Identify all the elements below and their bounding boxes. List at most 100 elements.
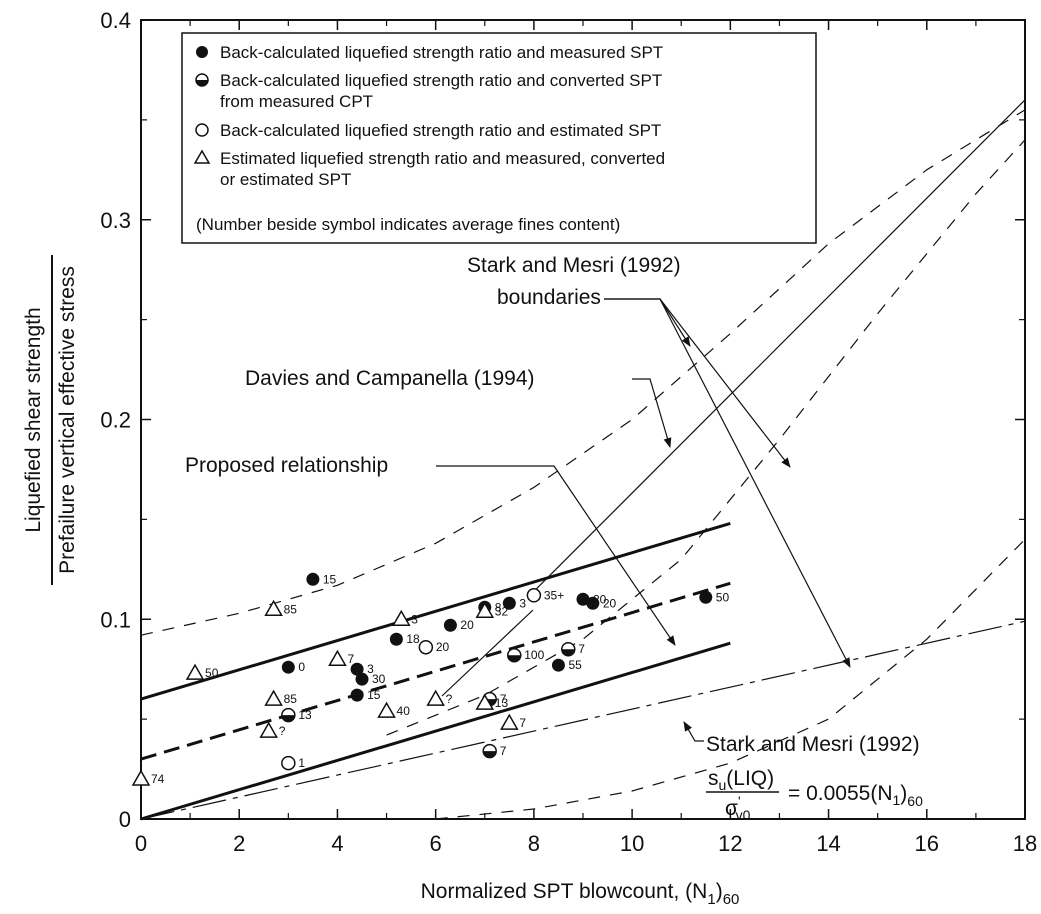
line-stark-middle-boundary (386, 139, 1026, 736)
x-tick-label: 16 (915, 831, 939, 856)
point-triangle (377, 701, 396, 718)
point-label: 3 (411, 612, 418, 626)
annotation-stark-mesri-line: Stark and Mesri (1992) (706, 733, 920, 756)
y-tick-label: 0 (119, 807, 131, 832)
point-label: ? (446, 692, 453, 706)
x-tick-label: 18 (1013, 831, 1037, 856)
point-triangle (264, 689, 283, 706)
line-stark-mesri-line (140, 620, 1026, 820)
y-axis-title-numerator: Liquefied shear strength (22, 307, 45, 532)
point-label: 7 (519, 716, 526, 730)
point-half-circle (482, 743, 497, 759)
x-tick-label: 8 (528, 831, 540, 856)
x-tick-label: 0 (135, 831, 147, 856)
point-filled-circle (350, 688, 364, 702)
legend-item-4-line-1: Estimated liquefied strength ratio and m… (220, 149, 665, 168)
x-tick-label: 2 (233, 831, 245, 856)
point-label: 20 (593, 592, 607, 606)
point-filled-circle (355, 672, 369, 686)
point-half-circle (561, 641, 576, 657)
point-label: 20 (436, 640, 450, 654)
point-label: 85 (284, 602, 298, 616)
x-tick-label: 4 (331, 831, 343, 856)
point-label: 7 (347, 652, 354, 666)
point-filled-circle (586, 596, 600, 610)
point-filled-circle (389, 632, 403, 646)
annotation-proposed-relationship: Proposed relationship (185, 454, 388, 477)
point-label: 20 (460, 618, 474, 632)
point-label: 13 (495, 696, 509, 710)
line-proposed-lower (140, 641, 731, 821)
arrow-stark-boundary-middle (604, 298, 791, 468)
point-label: 7 (500, 744, 507, 758)
point-half-circle (506, 647, 522, 663)
y-tick-label: 0.2 (100, 408, 131, 433)
chart-lines (140, 99, 1026, 821)
x-tick-label: 14 (816, 831, 840, 856)
y-tick-label: 0.1 (100, 607, 131, 632)
x-tick-label: 6 (430, 831, 442, 856)
y-axis-title-denominator: Prefailure vertical effective stress (56, 266, 79, 574)
point-triangle (475, 693, 495, 710)
point-label: 15 (367, 688, 381, 702)
y-tick-label: 0.3 (100, 208, 131, 233)
point-filled-circle (306, 572, 320, 586)
point-label: 1 (298, 756, 305, 770)
equation: su(LIQ) σ' v0 = 0.0055(N1)60 (706, 767, 923, 823)
legend: Back-calculated liquefied strength ratio… (181, 32, 817, 244)
point-label: 15 (323, 572, 337, 586)
legend-item-2-line-2: from measured CPT (220, 92, 373, 111)
point-label: ? (279, 724, 286, 738)
line-stark-lower-boundary (435, 538, 1026, 820)
line-stark-upper-boundary (140, 109, 1026, 636)
arrow-stark-boundary-upper (604, 298, 691, 347)
annotations: Stark and Mesri (1992) boundaries Davies… (185, 254, 923, 823)
equation-rhs: = 0.0055(N1)60 (788, 782, 923, 809)
point-half-circle (281, 707, 296, 723)
point-label: 3 (519, 596, 526, 610)
point-triangle (500, 713, 519, 730)
point-label: 0 (298, 660, 305, 674)
point-filled-circle (443, 618, 457, 632)
point-filled-circle (699, 590, 713, 604)
legend-box (181, 32, 817, 244)
arrow-stark-mesri-line (683, 721, 704, 742)
point-label: 55 (568, 658, 582, 672)
legend-marker-open-circle (195, 123, 209, 137)
point-label: 40 (397, 704, 411, 718)
axis-ticks (140, 19, 1026, 820)
point-label: 18 (406, 632, 420, 646)
equation-denominator: σ' v0 (725, 793, 751, 823)
legend-item-4-line-2: or estimated SPT (220, 170, 351, 189)
point-label: 50 (205, 666, 219, 680)
x-axis-title: Normalized SPT blowcount, (N1)60 (421, 880, 740, 908)
legend-item-1: Back-calculated liquefied strength ratio… (220, 43, 663, 62)
point-open-circle (418, 639, 434, 655)
point-label: 30 (372, 672, 386, 686)
legend-marker-half-circle (195, 73, 209, 87)
point-label: 7 (578, 642, 585, 656)
point-triangle (264, 599, 283, 617)
point-triangle (185, 663, 205, 680)
arrow-proposed-relationship (436, 465, 676, 646)
point-triangle (259, 721, 278, 738)
leader-mean-line (441, 609, 534, 697)
point-open-circle (526, 588, 542, 603)
point-open-circle (281, 755, 296, 771)
annotation-davies-campanella: Davies and Campanella (1994) (245, 367, 535, 390)
point-label: 20 (603, 596, 617, 610)
point-filled-circle (502, 596, 516, 610)
arrow-davies-campanella (632, 378, 672, 448)
arrow-stark-boundary-lower (659, 298, 851, 668)
equation-numerator: su(LIQ) (708, 767, 774, 793)
legend-note: (Number beside symbol indicates average … (196, 215, 620, 234)
point-filled-circle (350, 662, 364, 676)
annotation-stark-boundaries-line-2: boundaries (497, 286, 601, 309)
point-label: 35+ (544, 588, 564, 602)
y-axis-title: Liquefied shear strength Prefailure vert… (22, 255, 79, 585)
line-proposed-upper (140, 521, 731, 701)
line-proposed-mean (140, 581, 731, 761)
annotation-stark-boundaries-line-1: Stark and Mesri (1992) (467, 254, 681, 277)
